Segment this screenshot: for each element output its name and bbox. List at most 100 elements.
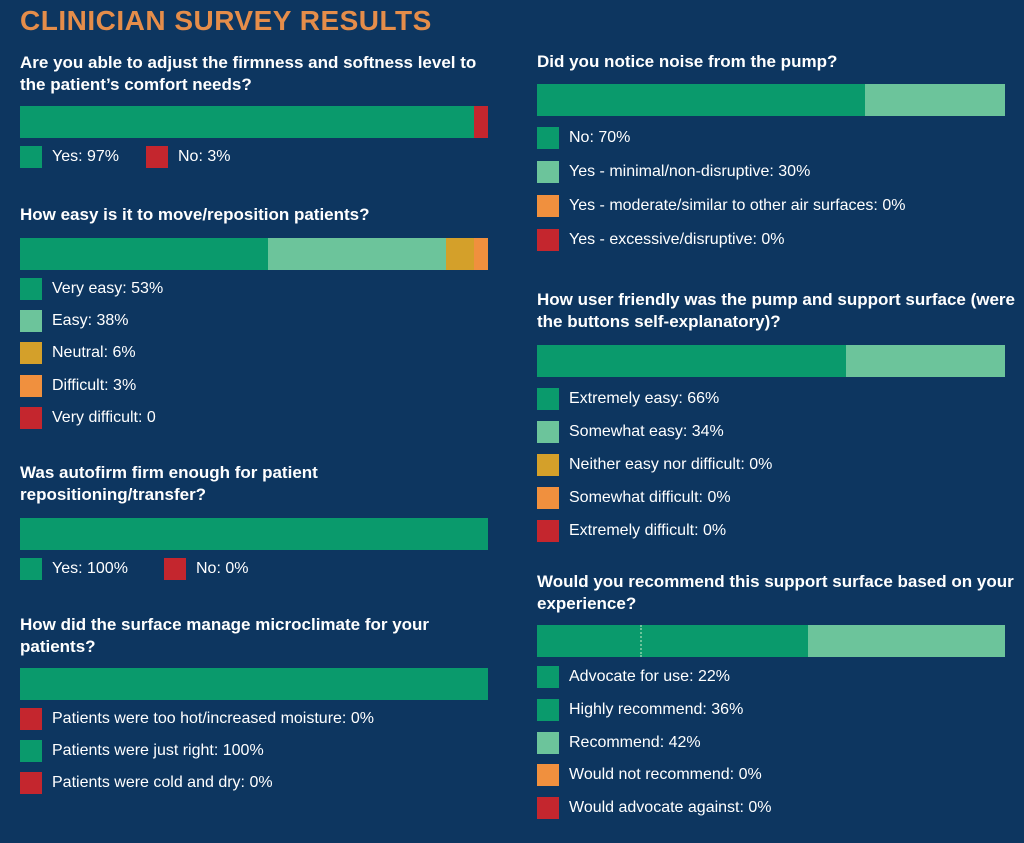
bar-segment [845,345,1005,377]
stacked-bar [20,668,488,700]
legend-label: Difficult: 3% [52,376,137,394]
legend-swatch [537,698,559,721]
legend-swatch [537,161,559,183]
question-text: How user friendly was the pump and suppo… [537,290,1015,331]
stacked-bar [20,106,488,138]
legend-item: Neither easy nor difficult: 0% [537,454,772,476]
legend-swatch [20,374,42,397]
legend-item: Neutral: 6% [20,342,136,365]
bar-segment [268,238,446,270]
legend-label: Somewhat difficult: 0% [569,489,731,506]
legend-swatch [20,406,42,429]
legend-swatch [537,764,559,787]
legend-label: Easy: 38% [52,312,129,330]
legend-item: Recommend: 42% [537,731,701,754]
legend-label: Yes - moderate/similar to other air surf… [569,197,906,214]
legend-item: Very difficult: 0 [20,406,156,429]
legend-item: Somewhat difficult: 0% [537,487,731,509]
legend-swatch [537,388,559,410]
legend-label: Recommend: 42% [569,733,701,751]
legend-swatch [537,127,559,149]
legend-swatch [537,487,559,509]
stacked-bar [537,84,1005,116]
legend-swatch [20,146,42,168]
legend-swatch [537,454,559,476]
bar-segment [473,106,488,138]
legend-swatch [20,342,42,365]
legend-label: No: 3% [178,148,231,165]
legend-item: Would advocate against: 0% [537,797,772,820]
bar-segment [639,625,809,657]
bar-segment [20,106,474,138]
legend-label: Neither easy nor difficult: 0% [569,456,773,473]
legend-label: Patients were cold and dry: 0% [52,774,273,791]
bar-segment [537,625,640,657]
legend-label: Would not recommend: 0% [569,766,762,784]
bar-segment [473,238,488,270]
legend-swatch [20,310,42,333]
legend-item: Patients were too hot/increased moisture… [20,708,374,730]
legend-label: Extremely easy: 66% [569,390,720,407]
bar-segment [445,238,474,270]
legend-label: Yes - minimal/non-disruptive: 30% [569,163,811,180]
legend-item: Very easy: 53% [20,278,163,300]
legend-swatch [20,558,42,580]
question-text: Are you able to adjust the firmness and … [20,53,477,94]
legend-label: Would advocate against: 0% [569,799,772,817]
legend-label: Highly recommend: 36% [569,700,744,718]
legend-item: Yes - minimal/non-disruptive: 30% [537,161,810,183]
legend-item: No: 70% [537,127,630,149]
legend-label: Patients were too hot/increased moisture… [52,710,374,727]
legend-label: Somewhat easy: 34% [569,423,724,440]
legend-swatch [20,740,42,762]
bar-segment [20,518,488,550]
legend-item: Extremely difficult: 0% [537,520,726,542]
legend-item: Advocate for use: 22% [537,666,730,688]
legend-swatch [537,520,559,542]
legend-item: Easy: 38% [20,310,129,333]
legend-swatch [537,195,559,217]
segment-divider [639,625,642,657]
stacked-bar [20,238,488,270]
legend-swatch [537,666,559,688]
legend-swatch [537,797,559,820]
legend-swatch [537,229,559,251]
question-text: Did you notice noise from the pump? [537,52,838,71]
legend-item: No: 3% [146,146,230,168]
legend-item: Yes - moderate/similar to other air surf… [537,195,905,217]
legend-swatch [537,731,559,754]
legend-label: No: 70% [569,129,631,146]
legend-item: Highly recommend: 36% [537,698,744,721]
legend-label: Very easy: 53% [52,280,164,297]
legend-item: Patients were just right: 100% [20,740,264,762]
question-text: How did the surface manage microclimate … [20,615,430,656]
legend-item: Would not recommend: 0% [537,764,762,787]
question-text: Would you recommend this support surface… [537,572,1014,613]
stacked-bar [20,518,488,550]
legend-item: Difficult: 3% [20,374,137,397]
legend-swatch [20,708,42,730]
bar-segment [808,625,1005,657]
legend-item: Yes - excessive/disruptive: 0% [537,229,785,251]
legend-label: No: 0% [196,560,249,577]
question-text: How easy is it to move/reposition patien… [20,205,370,224]
stacked-bar [537,625,1005,657]
stacked-bar [537,345,1005,377]
bar-segment [20,238,269,270]
legend-label: Very difficult: 0 [52,408,156,426]
legend-swatch [20,278,42,300]
legend-label: Yes - excessive/disruptive: 0% [569,231,785,248]
question-text: Was autofirm firm enough for patient rep… [20,463,318,504]
legend-swatch [146,146,168,168]
legend-item: Yes: 100% [20,558,128,580]
legend-item: Extremely easy: 66% [537,388,719,410]
legend-label: Patients were just right: 100% [52,742,264,759]
bar-segment [20,668,488,700]
legend-label: Advocate for use: 22% [569,668,730,685]
legend-label: Neutral: 6% [52,344,136,362]
legend-item: No: 0% [164,558,248,580]
legend-item: Somewhat easy: 34% [537,421,724,443]
legend-label: Extremely difficult: 0% [569,522,727,539]
legend-swatch [164,558,186,580]
legend-label: Yes: 97% [52,148,120,165]
